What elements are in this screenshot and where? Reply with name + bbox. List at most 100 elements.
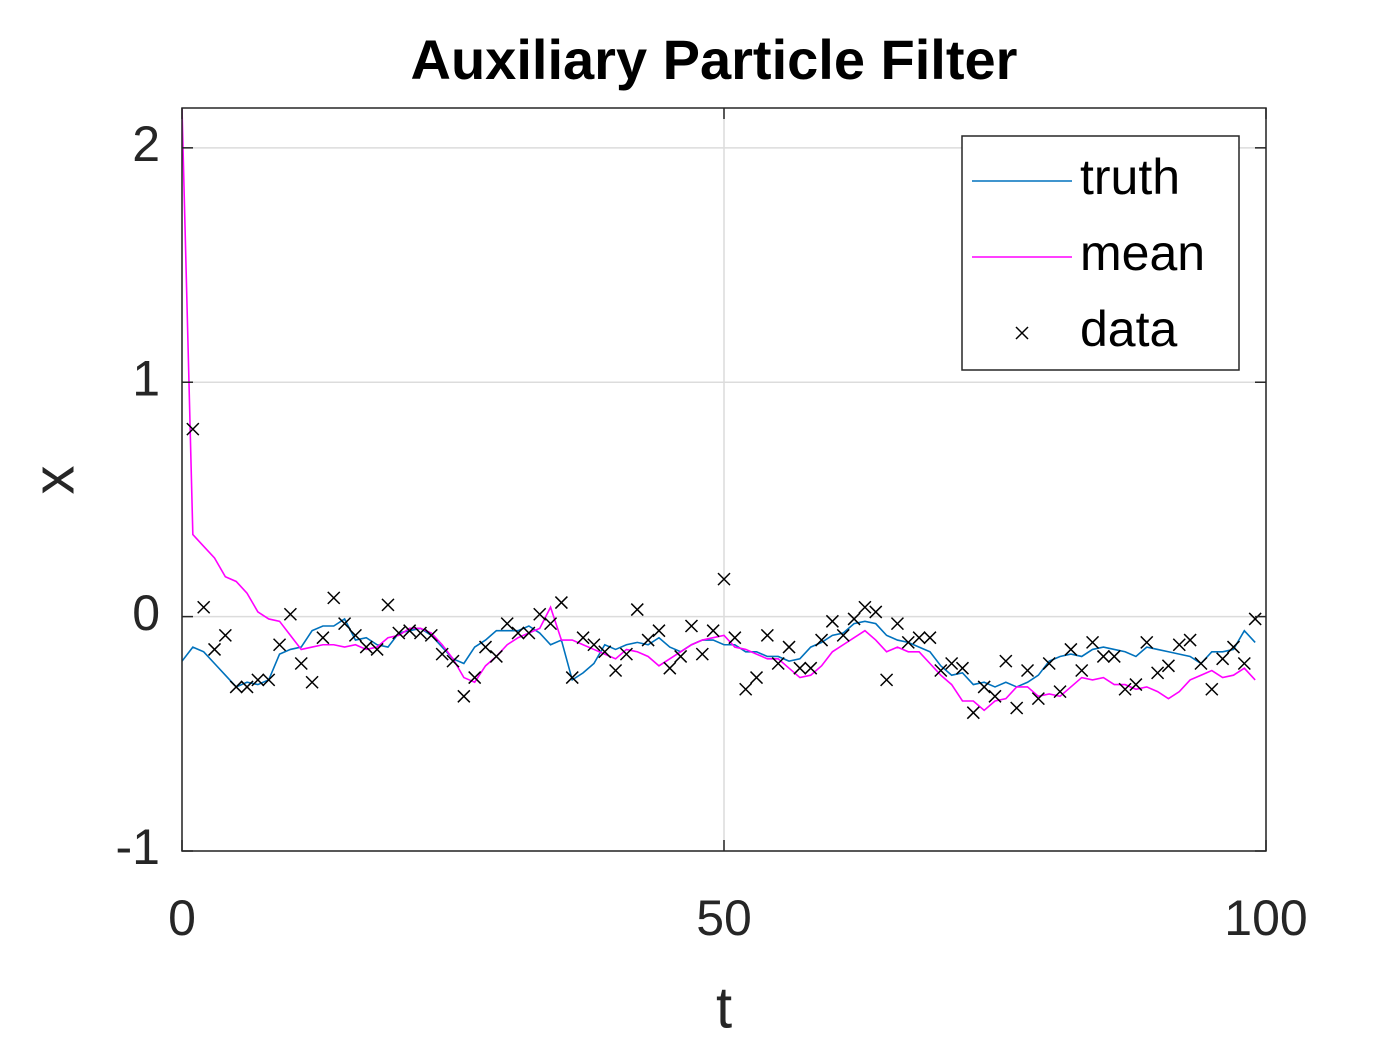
data-point xyxy=(522,626,536,640)
data-point xyxy=(240,680,254,694)
data-point xyxy=(424,628,438,642)
data-point xyxy=(684,619,699,633)
data-point xyxy=(717,572,731,586)
data-point xyxy=(609,663,623,678)
data-point xyxy=(890,617,904,631)
data-point xyxy=(825,614,839,628)
data-point xyxy=(251,673,265,687)
data-point xyxy=(1129,678,1143,692)
data-point xyxy=(977,680,991,694)
x-tick-label: 100 xyxy=(1224,890,1307,946)
data-point xyxy=(478,640,493,654)
data-point xyxy=(630,603,644,617)
data-point xyxy=(934,663,948,678)
data-point xyxy=(836,628,850,642)
data-point xyxy=(945,656,959,671)
data-point xyxy=(327,591,341,605)
data-point xyxy=(500,617,514,631)
data-point xyxy=(652,624,666,638)
data-point xyxy=(338,617,352,631)
data-point xyxy=(316,631,330,645)
data-point xyxy=(489,649,503,663)
data-point xyxy=(728,631,742,645)
data-point xyxy=(468,671,482,685)
data-point xyxy=(988,689,1002,703)
data-point xyxy=(771,656,785,671)
data-point xyxy=(1140,635,1154,649)
data-point xyxy=(1183,633,1197,647)
data-point xyxy=(207,642,222,656)
data-point xyxy=(446,654,460,668)
data-point xyxy=(413,626,428,640)
data-point xyxy=(706,624,720,638)
data-point xyxy=(847,612,861,626)
data-point xyxy=(273,638,287,652)
x-tick-label: 0 xyxy=(168,890,196,946)
data-point xyxy=(457,689,471,703)
x-tick-label: 50 xyxy=(696,890,752,946)
legend-marker xyxy=(1015,326,1029,340)
x-axis-label: t xyxy=(716,975,732,1040)
data-point xyxy=(1205,682,1219,696)
data-point xyxy=(1216,652,1230,666)
data-point xyxy=(1042,656,1056,671)
data-point xyxy=(533,607,547,621)
chart-title: Auxiliary Particle Filter xyxy=(411,28,1018,91)
data-point xyxy=(619,647,633,661)
data-point xyxy=(1194,656,1208,671)
data-point xyxy=(305,675,319,689)
data-point xyxy=(403,624,417,638)
data-point xyxy=(1010,701,1024,715)
data-point xyxy=(804,661,818,675)
data-point xyxy=(1107,649,1121,663)
data-point xyxy=(294,656,308,671)
data-point xyxy=(793,661,807,675)
data-point xyxy=(880,673,894,687)
data-point xyxy=(1075,663,1089,678)
legend-label: data xyxy=(1080,301,1178,357)
data-point xyxy=(565,671,579,685)
y-tick-label: -1 xyxy=(116,819,160,875)
data-point xyxy=(739,682,753,696)
data-point xyxy=(1161,659,1175,673)
data-point xyxy=(858,600,872,614)
data-point xyxy=(782,640,796,654)
data-point xyxy=(901,635,915,649)
data-point xyxy=(1064,642,1078,656)
data-point xyxy=(1248,612,1262,626)
y-tick-label: 1 xyxy=(132,350,160,406)
data-point xyxy=(544,617,558,631)
data-point xyxy=(1053,685,1067,699)
data-point xyxy=(186,422,200,436)
data-point xyxy=(912,631,926,645)
data-point xyxy=(1151,666,1165,680)
data-point xyxy=(197,600,211,614)
data-point xyxy=(1086,635,1100,649)
data-point xyxy=(966,706,980,720)
data-point xyxy=(999,654,1013,668)
data-point xyxy=(435,647,449,661)
data-point xyxy=(1031,692,1045,706)
data-point xyxy=(381,598,395,612)
data-point xyxy=(1237,656,1251,671)
y-tick-label: 0 xyxy=(132,585,160,641)
data-point xyxy=(1020,663,1035,678)
data-point xyxy=(815,633,829,647)
data-point xyxy=(370,642,384,656)
y-tick-label: 2 xyxy=(132,116,160,172)
y-axis-label: x xyxy=(21,466,86,495)
data-point xyxy=(955,661,970,675)
data-point xyxy=(283,607,297,621)
data-point xyxy=(1096,649,1110,663)
data-point xyxy=(869,605,883,619)
data-point xyxy=(511,626,525,640)
data-point xyxy=(576,631,590,645)
data-point xyxy=(554,596,568,610)
data-point xyxy=(348,628,362,642)
data-point xyxy=(1226,640,1241,654)
data-point xyxy=(1118,682,1132,696)
data-point xyxy=(262,673,276,687)
data-point xyxy=(587,638,601,652)
